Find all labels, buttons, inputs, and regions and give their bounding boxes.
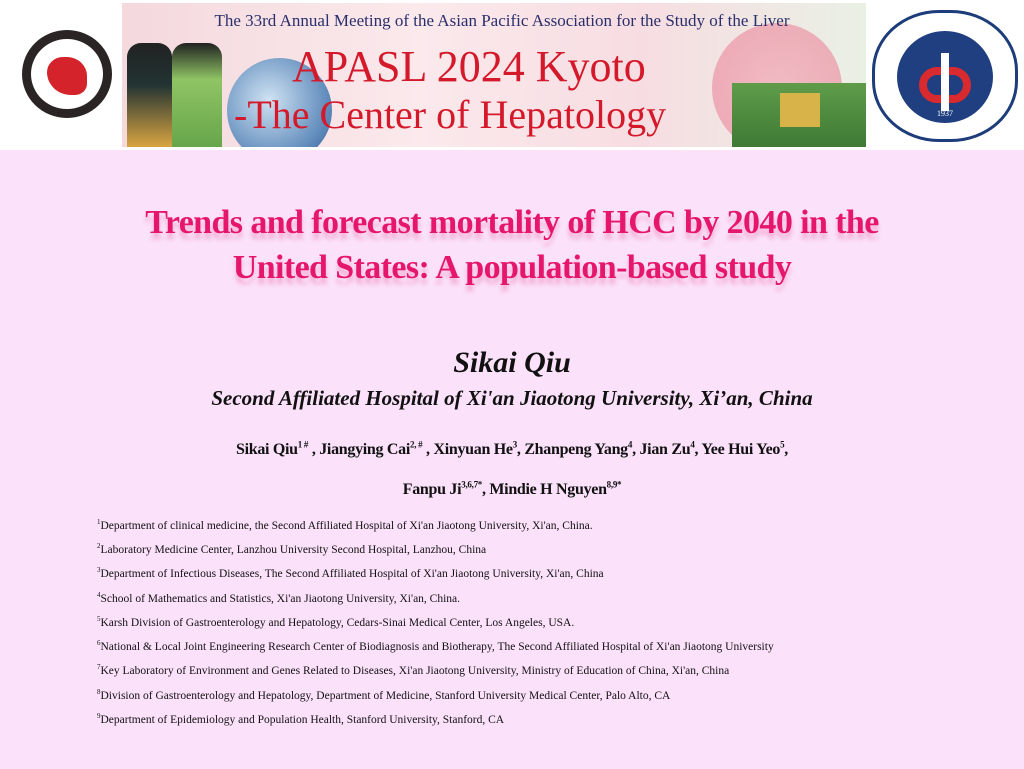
affiliation-number: 6 [97,639,101,648]
author-name: Jian Zu [639,441,691,459]
affiliation-text: Division of Gastroenterology and Hepatol… [100,689,671,702]
author-separator: , [694,441,702,459]
author-name: Jiangying Cai [319,441,411,459]
presenter-affiliation: Second Affiliated Hospital of Xi'an Jiao… [211,386,813,410]
author-affiliation-marker: 5 [780,440,785,450]
liver-icon [47,57,87,95]
affiliation-item: 5Karsh Division of Gastroenterology and … [97,609,774,633]
slide-title: Trends and forecast mortality of HCC by … [0,200,1024,290]
banner-subtitle: The 33rd Annual Meeting of the Asian Pac… [214,11,790,30]
affiliation-text: Karsh Division of Gastroenterology and H… [100,616,575,629]
author-affiliation-marker: 3,6,7* [461,479,482,490]
author-separator: , [308,441,320,459]
title-line-1: Trends and forecast mortality of HCC by … [145,204,879,241]
author-name: Sikai Qiu [235,441,298,459]
affiliation-number: 4 [97,590,101,599]
affiliation-number: 5 [97,614,101,623]
affiliation-item: 7Key Laboratory of Environment and Genes… [97,657,774,681]
header-banner-area: The 33rd Annual Meeting of the Asian Pac… [0,0,1024,150]
author-separator: , [632,441,640,459]
affiliation-item: 2Laboratory Medicine Center, Lanzhou Uni… [97,536,774,560]
author: Xinyuan He3, [433,440,525,459]
author: Jiangying Cai2, # , [319,440,434,459]
author-name: Fanpu Ji [402,480,462,498]
author-separator: , [784,441,788,459]
affiliation-number: 8 [97,687,101,696]
affiliation-list: 1Department of clinical medicine, the Se… [97,512,774,730]
affiliation-text: Department of clinical medicine, the Sec… [100,519,593,532]
affiliation-number: 9 [97,711,101,720]
author-name: Mindie H Nguyen [489,480,607,498]
author-name: Zhanpeng Yang [524,441,628,459]
author: Sikai Qiu1 # , [235,440,320,459]
affiliation-item: 8Division of Gastroenterology and Hepato… [97,682,774,706]
author-separator: , [516,441,525,459]
author: Fanpu Ji3,6,7*, [402,479,490,498]
author-separator: , [481,480,490,498]
affiliation-number: 1 [97,518,101,526]
globe-graphic [227,58,332,147]
author-list: Sikai Qiu1 # , Jiangying Cai2, # , Xinyu… [0,428,1024,507]
author-affiliation-marker: 3 [512,440,518,450]
author-affiliation-marker: 2, # [410,440,423,450]
author-affiliation-marker: 4 [690,440,695,450]
logo-year: 1937 [937,109,953,118]
affiliation-item: 9Department of Epidemiology and Populati… [97,706,774,730]
affiliation-item: 1Department of clinical medicine, the Se… [97,512,774,536]
author: Zhanpeng Yang4, [524,440,640,459]
affiliation-number: 7 [97,663,101,672]
affiliation-text: Key Laboratory of Environment and Genes … [100,665,730,678]
affiliation-item: 3Department of Infectious Diseases, The … [97,560,774,584]
hospital-logo: 1937 [872,10,1018,142]
author-name: Xinyuan He [433,441,513,459]
author-affiliation-marker: 4 [627,440,633,450]
geisha-graphic [172,43,222,147]
author: Jian Zu4, [639,440,702,459]
affiliation-item: 6National & Local Joint Engineering Rese… [97,633,774,657]
author-separator: , [422,441,434,459]
affiliation-number: 2 [97,542,101,551]
affiliation-text: National & Local Joint Engineering Resea… [100,641,774,653]
affiliation-number: 3 [97,566,101,575]
author-affiliation-marker: 8,9* [606,479,622,490]
affiliation-text: Department of Infectious Diseases, The S… [100,568,604,581]
geisha-graphic [127,43,172,147]
banner-title-line2: -The Center of Hepatology [234,92,667,137]
conference-banner: The 33rd Annual Meeting of the Asian Pac… [122,3,866,147]
title-line-2: United States: A population-based study [232,249,792,286]
author-affiliation-marker: 1 # [297,440,309,450]
temple-graphic [732,83,866,147]
affiliation-item: 4School of Mathematics and Statistics, X… [97,585,774,609]
affiliation-text: Department of Epidemiology and Populatio… [100,713,505,726]
affiliation-text: Laboratory Medicine Center, Lanzhou Univ… [100,544,487,557]
affiliation-text: School of Mathematics and Statistics, Xi… [100,592,461,605]
author: Mindie H Nguyen8,9* [489,479,622,498]
author: Yee Hui Yeo5, [701,440,788,459]
apasl-logo [22,30,112,118]
banner-title: APASL 2024 Kyoto [292,42,646,91]
author-name: Yee Hui Yeo [701,441,781,459]
presenter-name: Sikai Qiu [453,346,571,379]
